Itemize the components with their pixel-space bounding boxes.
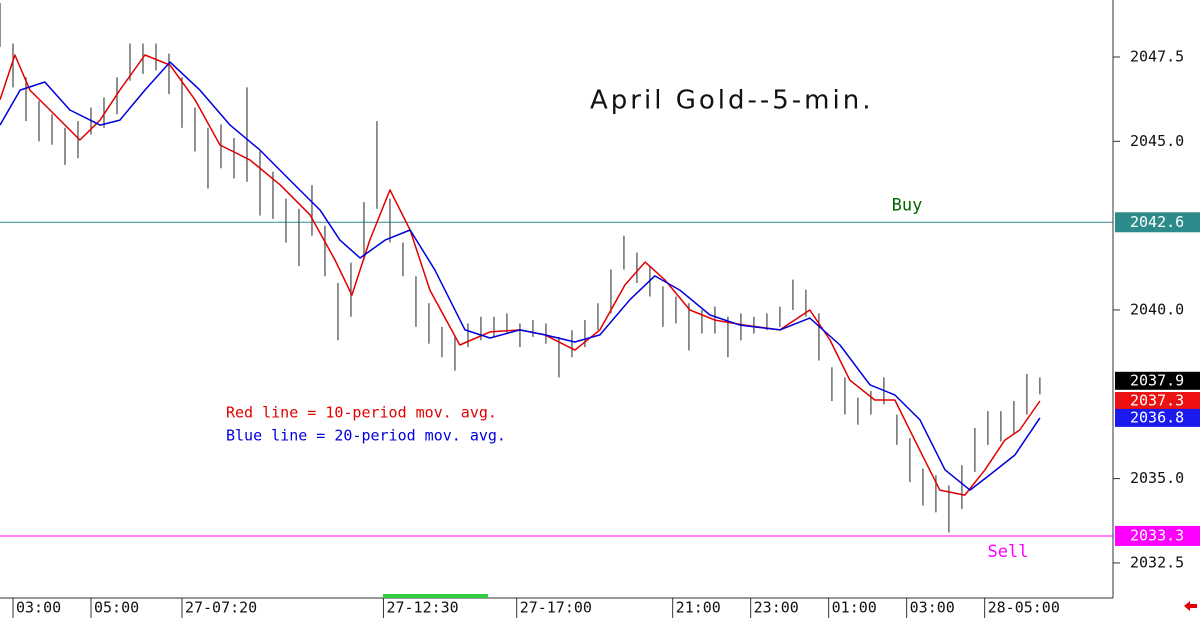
scroll-arrow[interactable] bbox=[1184, 601, 1197, 611]
ma-line bbox=[0, 61, 1041, 491]
level-value: 2033.3 bbox=[1130, 526, 1184, 544]
x-tick-label: 05:00 bbox=[94, 599, 139, 617]
y-tick-label: 2032.5 bbox=[1130, 553, 1184, 571]
annotation: Red line = 10-period mov. avg. bbox=[226, 404, 497, 422]
value-box-label: 2036.8 bbox=[1130, 408, 1184, 426]
y-tick-label: 2045.0 bbox=[1130, 132, 1184, 150]
x-tick-label: 03:00 bbox=[16, 599, 61, 617]
value-box-label: 2037.9 bbox=[1130, 371, 1184, 389]
level-box bbox=[1115, 212, 1200, 233]
x-tick-label: 27-07:20 bbox=[185, 599, 257, 617]
x-tick-label: 28-05:00 bbox=[988, 599, 1060, 617]
y-tick-label: 2047.5 bbox=[1130, 48, 1184, 66]
x-tick-label: 03:00 bbox=[910, 599, 955, 617]
value-box bbox=[1115, 392, 1200, 411]
level-box bbox=[1115, 525, 1200, 546]
x-tick-label: 23:00 bbox=[754, 599, 799, 617]
x-tick-label: 01:00 bbox=[832, 599, 877, 617]
annotation: Blue line = 20-period mov. avg. bbox=[226, 427, 506, 445]
x-tick-label: 27-17:00 bbox=[520, 599, 592, 617]
x-tick-label: 27-12:30 bbox=[386, 599, 458, 617]
chart-title: April Gold--5-min. bbox=[590, 86, 873, 116]
plot-area bbox=[0, 3, 1113, 537]
x-tick-label: 21:00 bbox=[676, 599, 721, 617]
y-tick-label: 2040.0 bbox=[1130, 300, 1184, 318]
value-box bbox=[1115, 371, 1200, 390]
session-highlight bbox=[383, 594, 488, 598]
level-label: Sell bbox=[988, 542, 1029, 562]
y-tick-label: 2035.0 bbox=[1130, 469, 1184, 487]
level-label: Buy bbox=[892, 195, 923, 215]
level-value: 2042.6 bbox=[1130, 213, 1184, 231]
value-box-label: 2037.3 bbox=[1130, 392, 1184, 410]
value-box bbox=[1115, 408, 1200, 427]
